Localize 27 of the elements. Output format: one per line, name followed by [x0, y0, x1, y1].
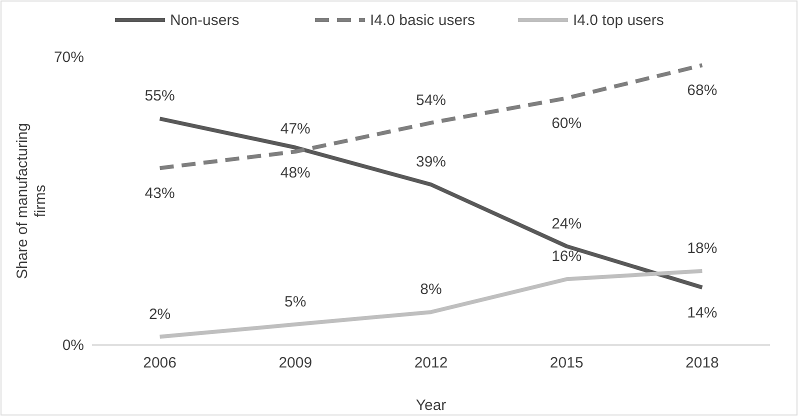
data-label: 24% — [552, 215, 582, 232]
x-tick-label: 2018 — [686, 354, 719, 372]
data-label: 43% — [144, 185, 175, 202]
legend-label: I4.0 top users — [573, 12, 664, 29]
legend-label: I4.0 basic users — [370, 12, 476, 29]
data-label: 16% — [552, 248, 582, 266]
x-tick-label: 2006 — [143, 354, 176, 372]
data-label: 54% — [416, 92, 446, 109]
y-axis-title: Share of manufacturing firms — [14, 123, 49, 279]
data-label: 8% — [420, 281, 442, 298]
data-label: 48% — [280, 164, 310, 182]
y-tick-label: 0% — [62, 336, 84, 354]
data-label: 39% — [416, 154, 446, 171]
data-label: 68% — [687, 82, 718, 100]
data-label: 5% — [284, 293, 306, 310]
data-label: 60% — [552, 115, 582, 132]
data-label: 18% — [687, 240, 718, 257]
data-label: 47% — [280, 120, 310, 138]
data-label: 2% — [148, 306, 171, 323]
x-tick-label: 2015 — [550, 354, 584, 372]
x-tick-label: 2009 — [278, 354, 312, 372]
data-label: 14% — [687, 304, 718, 322]
legend-label: Non-users — [170, 12, 240, 29]
x-axis-title: Year — [416, 397, 446, 414]
data-label: 55% — [144, 88, 175, 105]
y-tick-label: 70% — [54, 48, 84, 66]
x-tick-label: 2012 — [414, 354, 448, 372]
